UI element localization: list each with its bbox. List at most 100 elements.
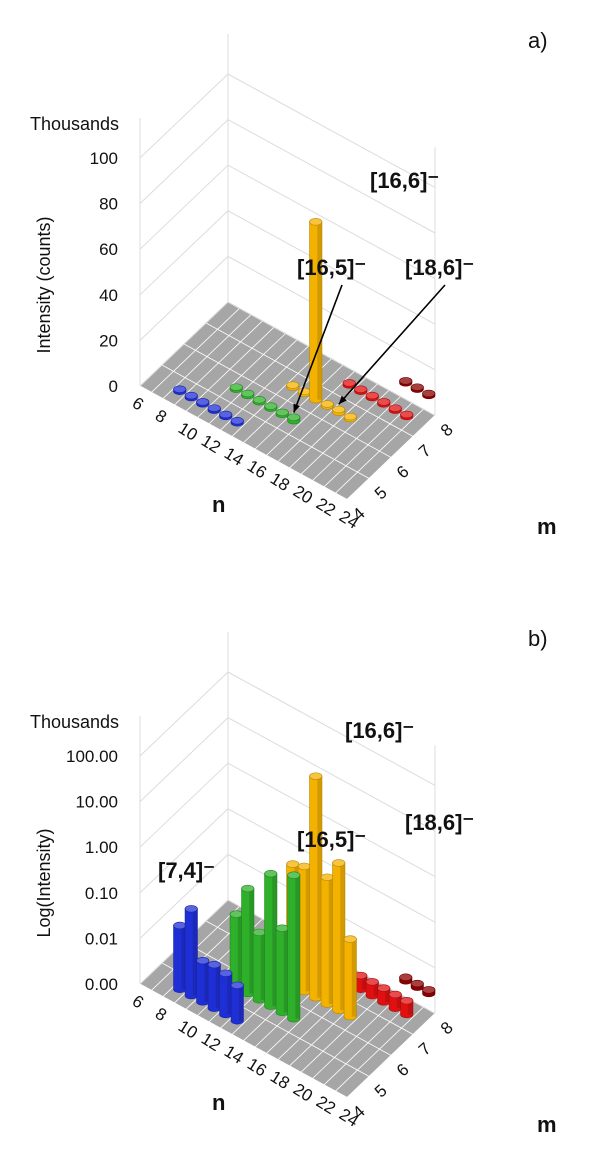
bar-cylinder bbox=[410, 979, 424, 991]
floor-gridline bbox=[139, 385, 348, 500]
floor-gridline bbox=[183, 343, 392, 458]
bar-cylinder bbox=[275, 408, 289, 419]
bar-shade bbox=[215, 964, 221, 1009]
annotation-label: [16,6]⁻ bbox=[345, 718, 414, 743]
x-tick-label: 14 bbox=[221, 444, 247, 470]
annotation-arrow bbox=[293, 284, 343, 413]
x-tick-label: 20 bbox=[290, 481, 316, 507]
units-label: Thousands bbox=[30, 114, 119, 134]
bar-cylinder bbox=[230, 981, 244, 1025]
bar-top bbox=[219, 410, 233, 419]
bar-shade bbox=[227, 973, 232, 1015]
bar-cylinder bbox=[365, 391, 379, 402]
bar-top bbox=[320, 400, 334, 408]
units-label: Thousands bbox=[30, 712, 119, 732]
x-axis-label: n bbox=[212, 1090, 225, 1115]
bar-top bbox=[287, 413, 301, 421]
bar-shade bbox=[328, 877, 334, 1004]
x-tick-label: 14 bbox=[221, 1042, 247, 1068]
bar-cylinder bbox=[196, 398, 210, 408]
bar-cylinder bbox=[230, 417, 244, 427]
y-axis-label: Intensity (counts) bbox=[34, 216, 54, 353]
annotation-label: [7,4]⁻ bbox=[158, 858, 215, 883]
bar-top bbox=[365, 978, 379, 986]
bar-cylinder bbox=[342, 379, 356, 389]
bar-shade bbox=[249, 888, 254, 994]
x-tick-label: 6 bbox=[129, 393, 147, 414]
bar-cylinder bbox=[184, 905, 198, 1000]
z-axis-label: m bbox=[537, 514, 557, 539]
bar-cylinder bbox=[422, 389, 436, 400]
bar-cylinder bbox=[399, 973, 413, 985]
bar-top bbox=[399, 973, 413, 981]
bar-cylinder bbox=[207, 404, 221, 414]
x-tick-label: 18 bbox=[267, 469, 293, 495]
bar-top bbox=[241, 884, 255, 893]
bar-top bbox=[229, 383, 243, 391]
y-tick-label: 0 bbox=[109, 377, 118, 396]
bar-cylinder bbox=[320, 873, 334, 1008]
chart-panel-2: 0.00 0.01 0.10 1.00 10.00 100.00 Thousands Log(… bbox=[30, 626, 557, 1137]
bar-top bbox=[422, 986, 436, 994]
bar-shade bbox=[238, 985, 244, 1021]
bar-shade bbox=[385, 988, 390, 1002]
y-tick-label: 40 bbox=[99, 286, 118, 305]
bar-top bbox=[275, 924, 289, 932]
panel-label: a) bbox=[528, 28, 548, 53]
bar-cylinder bbox=[264, 869, 278, 1010]
bar-cylinder bbox=[275, 924, 289, 1017]
bar-cylinder bbox=[422, 986, 436, 998]
bar-top bbox=[287, 871, 301, 879]
z-tick-label: 6 bbox=[393, 462, 413, 482]
panel-label: b) bbox=[528, 626, 548, 651]
bar-top bbox=[399, 377, 413, 385]
bar-shade bbox=[204, 960, 209, 1002]
x-tick-label: 12 bbox=[198, 431, 224, 457]
bar-cylinder bbox=[332, 405, 346, 416]
bar-cylinder bbox=[207, 960, 221, 1012]
annotation-arrow bbox=[338, 284, 446, 405]
bar-shade bbox=[283, 928, 289, 1013]
y-tick-label: 1.00 bbox=[85, 838, 118, 857]
y-tick-label: 10.00 bbox=[75, 793, 118, 812]
floor-gridline bbox=[161, 364, 370, 479]
bar-top bbox=[207, 404, 221, 412]
annotation-label: [16,6]⁻ bbox=[370, 168, 439, 193]
x-tick-label: 16 bbox=[244, 1054, 270, 1080]
bar-cylinder bbox=[400, 997, 414, 1019]
bar-top bbox=[343, 935, 357, 943]
x-tick-label: 6 bbox=[129, 991, 147, 1012]
bar-top bbox=[400, 410, 414, 419]
bar-top bbox=[219, 969, 233, 977]
bar-top bbox=[241, 389, 255, 398]
annotation-label: [16,5]⁻ bbox=[297, 255, 366, 280]
bar-cylinder bbox=[400, 410, 414, 421]
annotation-label: [18,6]⁻ bbox=[405, 810, 474, 835]
bar-cylinder bbox=[286, 381, 300, 391]
bar-top bbox=[410, 383, 424, 391]
bar-top bbox=[184, 391, 198, 400]
bar-cylinder bbox=[320, 400, 334, 410]
bar-shade bbox=[317, 776, 322, 998]
bar-top bbox=[184, 905, 198, 913]
bar-top bbox=[422, 389, 436, 398]
bar-cylinder bbox=[241, 389, 255, 400]
z-tick-label: 5 bbox=[371, 483, 391, 503]
bar-top bbox=[388, 990, 402, 999]
bar-cylinder bbox=[343, 412, 357, 423]
bar-shade bbox=[351, 939, 357, 1017]
bar-cylinder bbox=[241, 884, 255, 998]
bar-shade bbox=[340, 862, 345, 1011]
x-tick-label: 16 bbox=[244, 456, 270, 482]
bar-cylinder bbox=[173, 921, 187, 993]
bar-top bbox=[264, 869, 278, 878]
bar-top bbox=[252, 928, 266, 937]
bar-cylinder bbox=[196, 956, 210, 1006]
bar-top bbox=[173, 385, 187, 393]
z-tick-label: 5 bbox=[371, 1081, 391, 1101]
bar-cylinder bbox=[343, 935, 357, 1021]
bar-cylinder bbox=[287, 413, 301, 425]
bar-cylinder bbox=[377, 984, 391, 1006]
x-tick-label: 10 bbox=[175, 418, 201, 444]
x-tick-label: 10 bbox=[175, 1016, 201, 1042]
